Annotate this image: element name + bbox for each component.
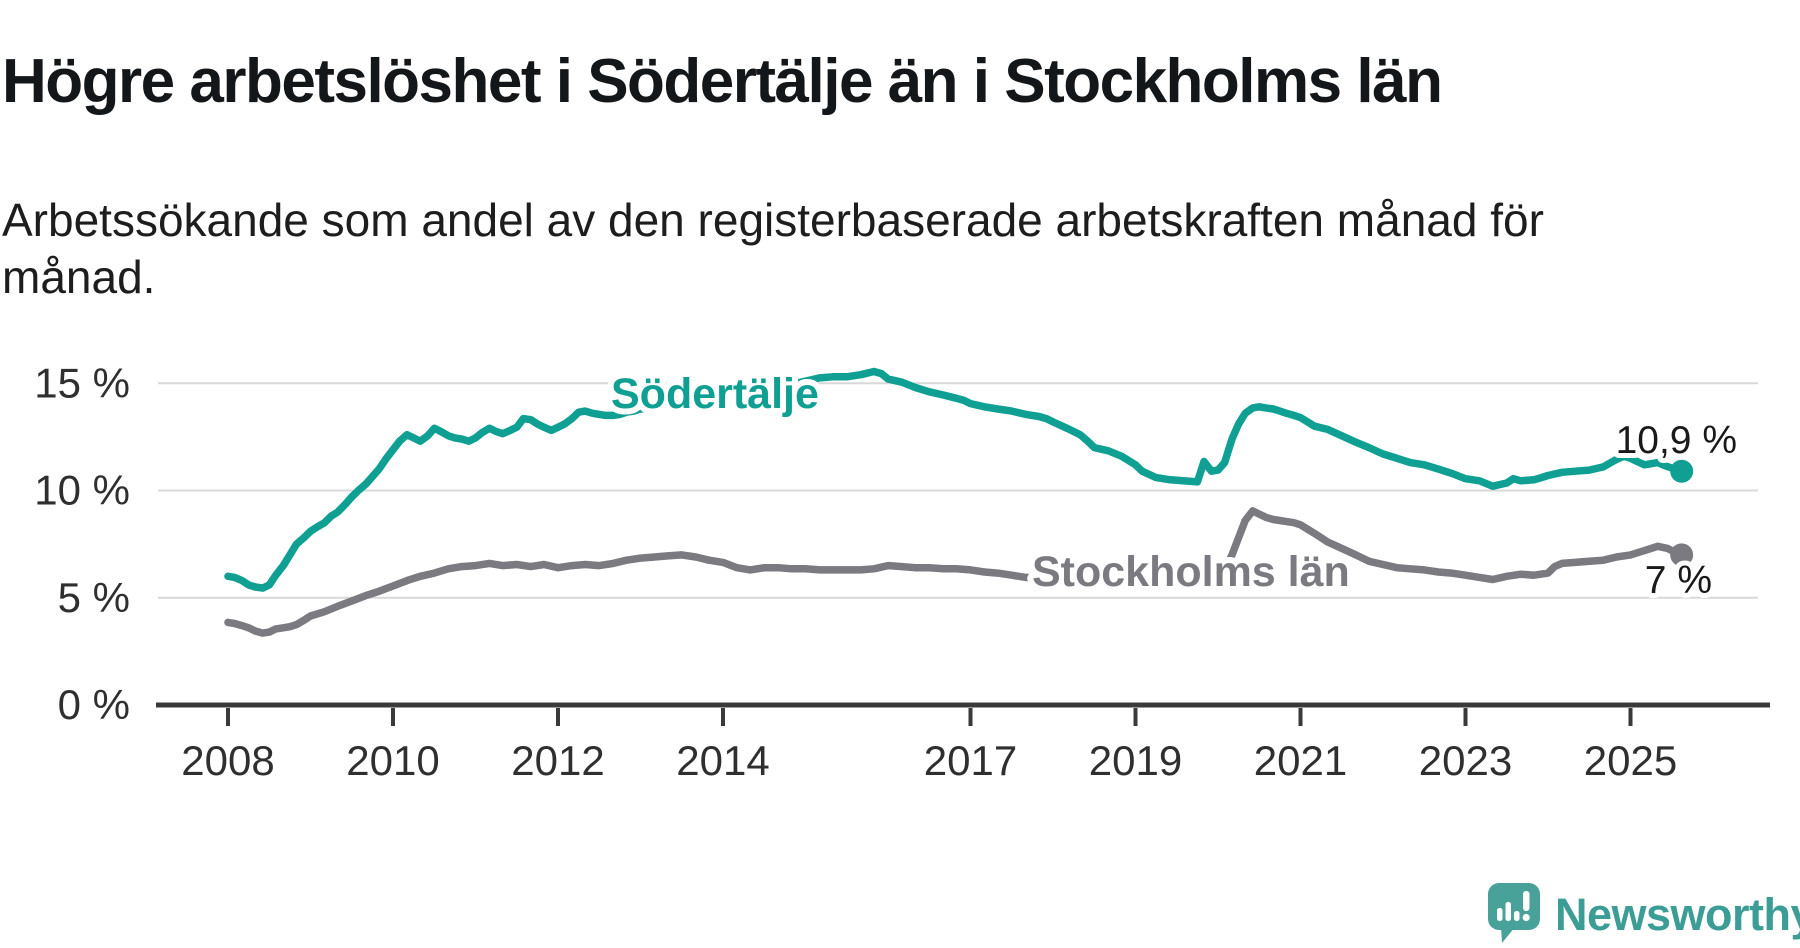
y-axis-tick-label: 10 %: [34, 467, 130, 514]
x-axis-tick-label: 2019: [1089, 737, 1182, 784]
series-end-value-label: 7 %: [1645, 559, 1712, 602]
subtitle-line-1: Arbetssökande som andel av den registerb…: [2, 194, 1544, 246]
series-end-dot-stockholms-lan: [1670, 543, 1694, 567]
series-line-stockholms-lan: [224, 507, 1686, 637]
chart-title: Högre arbetslöshet i Södertälje än i Sto…: [2, 46, 1443, 116]
newsworthy-logo-text: Newsworthy: [1555, 888, 1800, 940]
series-end-value-label: 10,9 %: [1616, 419, 1737, 462]
chart-subtitle: Arbetssökande som andel av den registerb…: [2, 192, 1702, 306]
series-line-sodertalje: [224, 367, 1686, 592]
x-axis-tick-label: 2014: [676, 737, 769, 784]
x-axis-tick-label: 2008: [181, 737, 274, 784]
subtitle-line-2: månad.: [2, 251, 156, 303]
newsworthy-logo-icon: [1488, 883, 1540, 943]
x-axis-tick-label: 2017: [924, 737, 1017, 784]
y-axis-tick-label: 5 %: [58, 574, 130, 621]
y-axis-tick-label: 0 %: [58, 681, 130, 728]
series-name-label: Stockholms län: [1032, 548, 1350, 596]
x-axis-tick-label: 2023: [1419, 737, 1512, 784]
series-end-dot-sodertalje: [1670, 459, 1694, 483]
series-name-label: Södertälje: [611, 370, 819, 418]
x-axis-tick-label: 2012: [511, 737, 604, 784]
x-axis-tick-label: 2025: [1584, 737, 1677, 784]
y-axis-tick-label: 15 %: [34, 359, 130, 406]
x-axis-tick-label: 2010: [346, 737, 439, 784]
newsworthy-logo: Newsworthy: [1488, 882, 1800, 946]
x-axis-tick-label: 2021: [1254, 737, 1347, 784]
